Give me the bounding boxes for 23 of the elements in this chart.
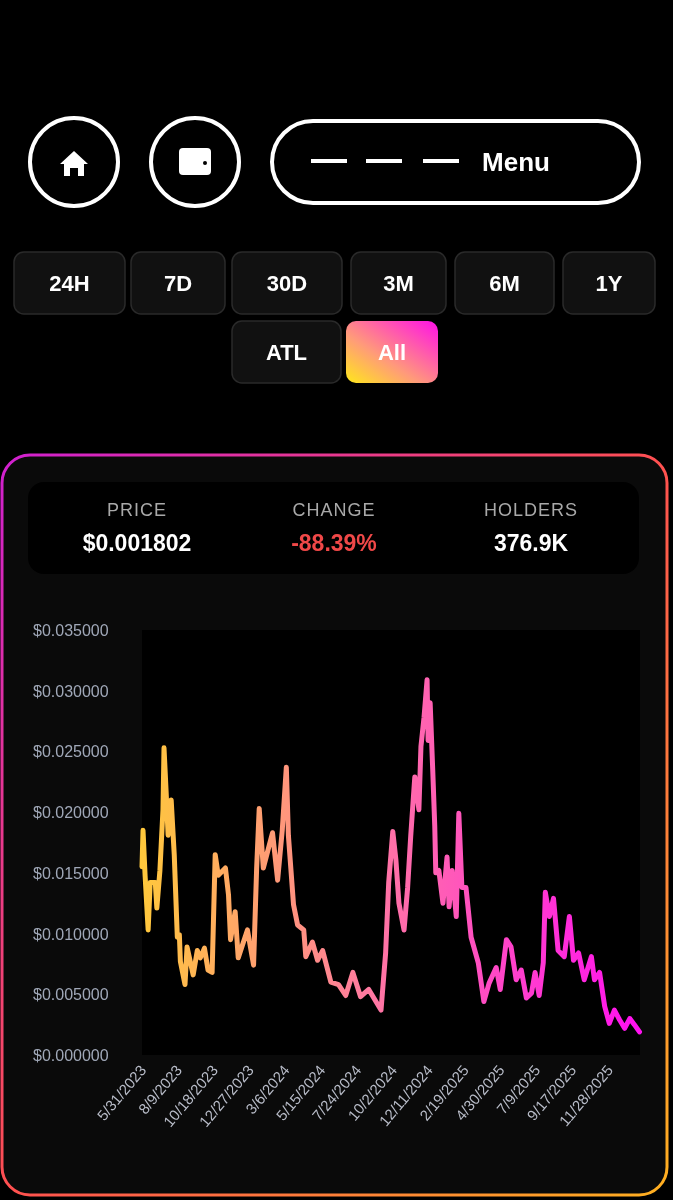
text: 1Y	[595, 271, 623, 296]
text: 24H	[49, 271, 90, 296]
text: All	[377, 340, 407, 365]
text: 6M	[489, 271, 520, 296]
text: CHANGE	[292, 500, 376, 520]
y-tick-label: $0.000000	[33, 1047, 109, 1064]
text: 30D	[266, 271, 308, 296]
text: 376.9K	[493, 530, 569, 556]
text: Menu	[482, 147, 550, 177]
text: ATL	[265, 340, 308, 365]
y-tick-label: $0.010000	[33, 925, 109, 943]
text: 7D	[163, 271, 193, 296]
y-tick-label: $0.005000	[33, 986, 109, 1004]
y-tick-label: $0.020000	[33, 804, 109, 822]
y-tick-label: $0.030000	[33, 682, 109, 700]
text: HOLDERS	[483, 500, 579, 520]
text: $0.001802	[82, 530, 192, 556]
y-tick-label: $0.025000	[33, 743, 109, 761]
text: 3M	[383, 271, 414, 296]
y-tick-label: $0.035000	[33, 622, 109, 639]
text: -88.39%	[291, 530, 377, 556]
y-tick-label: $0.015000	[33, 864, 109, 882]
text: PRICE	[106, 500, 168, 520]
